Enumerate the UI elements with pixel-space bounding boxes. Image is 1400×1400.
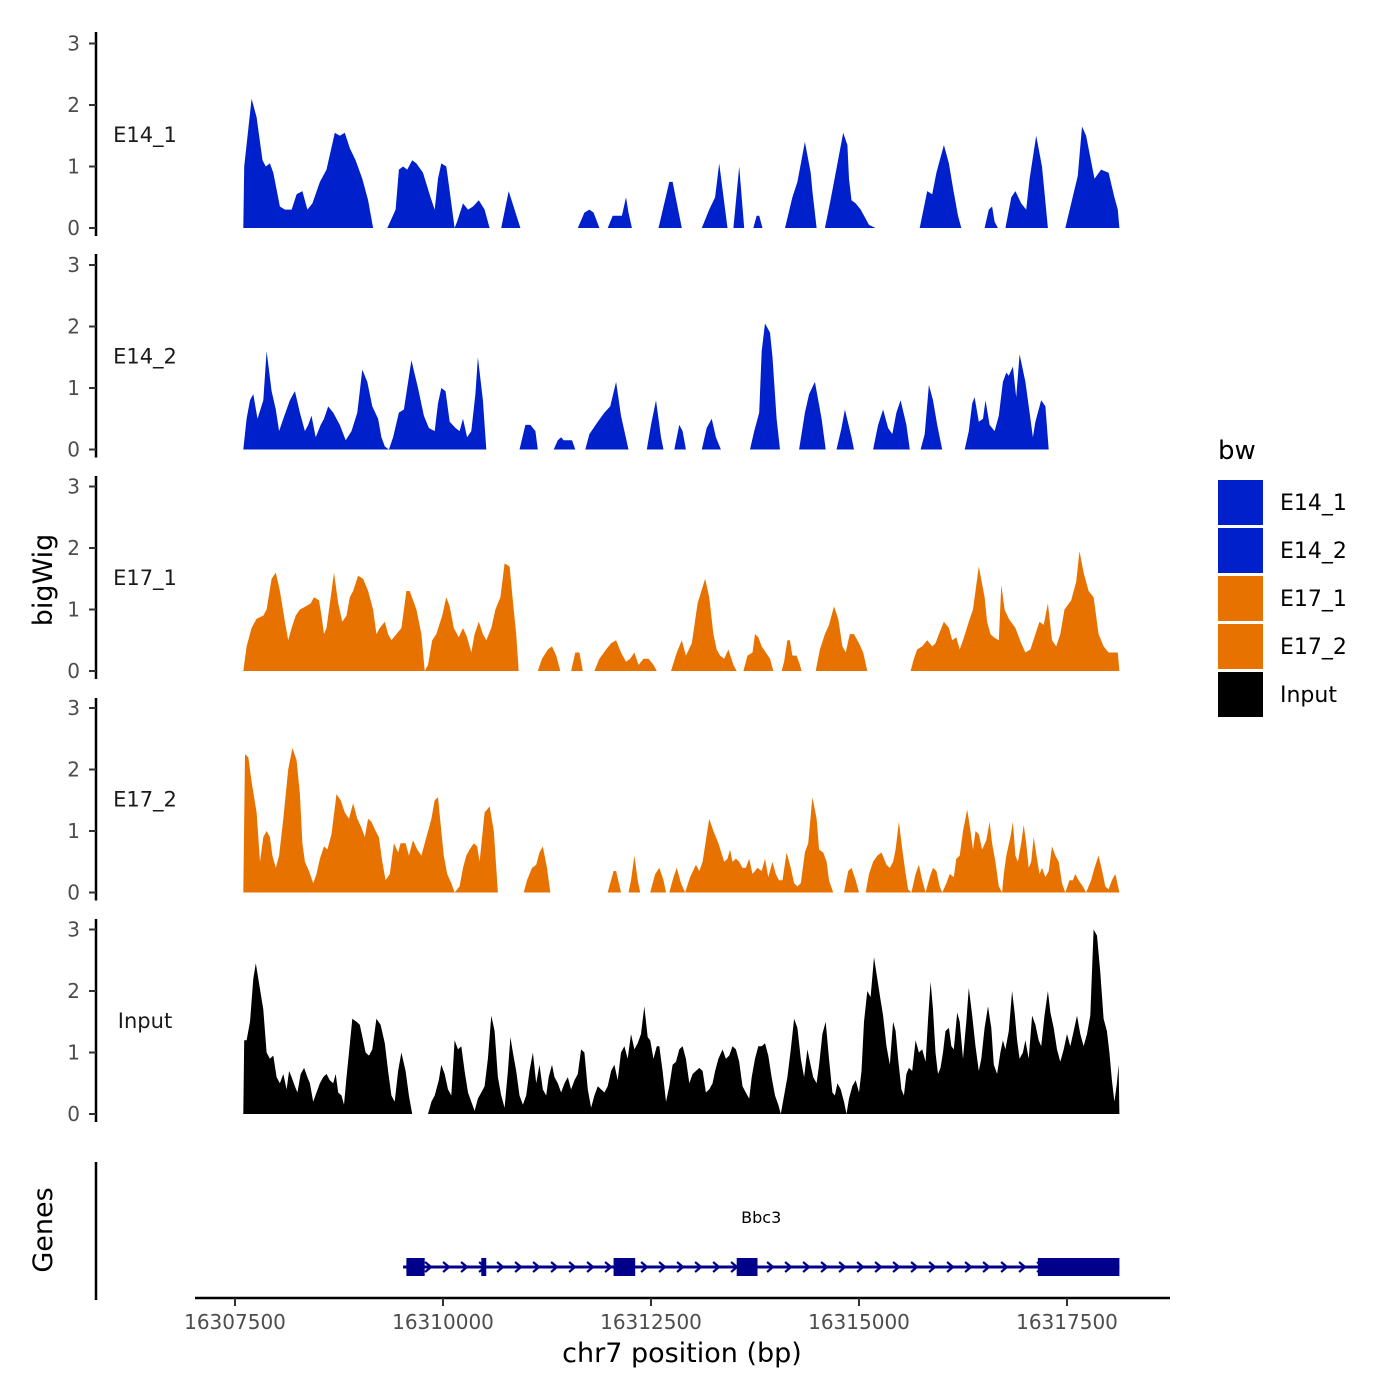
track-Input: 0 1 2 3 Input bbox=[67, 918, 1120, 1126]
track-E17_2: 0 1 2 3 E17_2 bbox=[67, 696, 1120, 905]
strand-arrow-icon bbox=[550, 1261, 559, 1273]
strand-arrow-icon bbox=[604, 1261, 613, 1273]
track-label-E14_1: E14_1 bbox=[113, 123, 177, 148]
y-tick-label-E17_1-1: 1 bbox=[67, 598, 80, 622]
gene-panel: Genes Bbc3 bbox=[28, 1162, 1120, 1300]
strand-arrow-icon bbox=[1018, 1261, 1027, 1273]
strand-arrow-icon bbox=[1000, 1261, 1009, 1273]
gene-exon-4 bbox=[736, 1258, 758, 1276]
x-axis: 16307500 16310000 16312500 16315000 16317500 bbox=[184, 1296, 1170, 1334]
x-tick-label-16315000: 16315000 bbox=[808, 1310, 910, 1334]
y-tick-label-E14_1-3: 3 bbox=[67, 32, 80, 56]
gene-exon-2 bbox=[481, 1258, 487, 1276]
gene-exon-3 bbox=[613, 1258, 636, 1276]
strand-arrow-icon bbox=[766, 1261, 775, 1273]
legend-key-Input bbox=[1218, 672, 1263, 717]
y-axis-title: bigWig bbox=[28, 534, 59, 627]
strand-arrow-icon bbox=[676, 1261, 685, 1273]
strand-arrow-icon bbox=[784, 1261, 793, 1273]
strand-arrow-icon bbox=[802, 1261, 811, 1273]
strand-arrow-icon bbox=[658, 1261, 667, 1273]
strand-arrow-icon bbox=[964, 1261, 973, 1273]
track-E14_1: 0 1 2 3 E14_1 bbox=[67, 32, 1120, 240]
strand-arrow-icon bbox=[712, 1261, 721, 1273]
x-tick-label-16317500: 16317500 bbox=[1016, 1310, 1118, 1334]
legend-label-Input: Input bbox=[1280, 683, 1337, 708]
gene-model bbox=[403, 1258, 1120, 1276]
y-tick-label-E14_1-2: 2 bbox=[67, 93, 80, 117]
gene-exon-1 bbox=[406, 1258, 425, 1276]
x-tick-label-16307500: 16307500 bbox=[184, 1310, 286, 1334]
coverage-area-Input bbox=[243, 929, 1120, 1114]
track-label-E17_2: E17_2 bbox=[113, 788, 177, 813]
coverage-area-E17_1 bbox=[243, 551, 1120, 671]
gene-name-label: Bbc3 bbox=[741, 1208, 781, 1227]
track-label-E14_2: E14_2 bbox=[113, 345, 177, 370]
legend: bw E14_1 E14_2 E17_1 E17_2 Input bbox=[1218, 436, 1347, 717]
strand-arrow-icon bbox=[532, 1261, 541, 1273]
y-tick-label-E14_1-1: 1 bbox=[67, 155, 80, 179]
x-axis-title: chr7 position (bp) bbox=[562, 1338, 802, 1369]
strand-arrow-icon bbox=[460, 1261, 469, 1273]
genes-axis-title: Genes bbox=[28, 1187, 59, 1272]
track-label-E17_1: E17_1 bbox=[113, 566, 177, 591]
y-tick-label-E17_2-1: 1 bbox=[67, 819, 80, 843]
y-tick-label-E14_2-2: 2 bbox=[67, 315, 80, 339]
strand-arrow-icon bbox=[586, 1261, 595, 1273]
legend-title: bw bbox=[1218, 436, 1256, 466]
strand-arrow-icon bbox=[982, 1261, 991, 1273]
strand-arrow-icon bbox=[946, 1261, 955, 1273]
coverage-area-E14_1 bbox=[243, 98, 1120, 228]
y-tick-label-E14_2-3: 3 bbox=[67, 253, 80, 277]
track-E17_1: 0 1 2 3 E17_1 bbox=[67, 475, 1120, 683]
legend-label-E17_1: E17_1 bbox=[1280, 587, 1347, 612]
legend-key-E17_1 bbox=[1218, 576, 1263, 621]
strand-arrow-icon bbox=[514, 1261, 523, 1273]
y-tick-label-E14_1-0: 0 bbox=[67, 216, 80, 240]
coverage-area-E17_2 bbox=[243, 748, 1120, 893]
y-tick-label-Input-0: 0 bbox=[67, 1102, 80, 1126]
track-E14_2: 0 1 2 3 E14_2 bbox=[67, 253, 1049, 462]
coverage-tracks: 0 1 2 3 E14_1 0 1 2 3 E14_2 0 1 2 3 E17_1 0 1 2 3 E17_2 0 1 2 3… bbox=[67, 32, 1120, 1126]
strand-arrow-icon bbox=[928, 1261, 937, 1273]
y-tick-label-E17_1-0: 0 bbox=[67, 659, 80, 683]
y-tick-label-E17_1-3: 3 bbox=[67, 475, 80, 499]
legend-key-E17_2 bbox=[1218, 624, 1263, 669]
x-tick-label-16310000: 16310000 bbox=[392, 1310, 494, 1334]
strand-arrow-icon bbox=[892, 1261, 901, 1273]
strand-arrow-icon bbox=[874, 1261, 883, 1273]
legend-key-E14_2 bbox=[1218, 528, 1263, 573]
strand-arrow-icon bbox=[838, 1261, 847, 1273]
strand-arrow-icon bbox=[910, 1261, 919, 1273]
track-label-Input: Input bbox=[118, 1009, 172, 1033]
strand-arrow-icon bbox=[442, 1261, 451, 1273]
y-tick-label-Input-3: 3 bbox=[67, 918, 80, 942]
strand-arrow-icon bbox=[424, 1261, 433, 1273]
x-tick-label-16312500: 16312500 bbox=[600, 1310, 702, 1334]
y-tick-label-E14_2-0: 0 bbox=[67, 438, 80, 462]
strand-arrow-icon bbox=[640, 1261, 649, 1273]
strand-arrow-icon bbox=[496, 1261, 505, 1273]
y-tick-label-Input-1: 1 bbox=[67, 1041, 80, 1065]
strand-arrow-icon bbox=[820, 1261, 829, 1273]
legend-label-E14_2: E14_2 bbox=[1280, 539, 1347, 564]
y-tick-label-Input-2: 2 bbox=[67, 979, 80, 1003]
coverage-area-E14_2 bbox=[243, 323, 1049, 450]
legend-key-E14_1 bbox=[1218, 480, 1263, 525]
y-tick-label-E17_2-3: 3 bbox=[67, 696, 80, 720]
gene-exon-5 bbox=[1037, 1258, 1120, 1276]
y-tick-label-E17_1-2: 2 bbox=[67, 536, 80, 560]
strand-arrow-icon bbox=[694, 1261, 703, 1273]
strand-arrow-icon bbox=[568, 1261, 577, 1273]
y-tick-label-E17_2-2: 2 bbox=[67, 758, 80, 782]
y-tick-label-E17_2-0: 0 bbox=[67, 881, 80, 905]
strand-arrow-icon bbox=[856, 1261, 865, 1273]
y-tick-label-E14_2-1: 1 bbox=[67, 376, 80, 400]
legend-label-E17_2: E17_2 bbox=[1280, 635, 1347, 660]
legend-label-E14_1: E14_1 bbox=[1280, 491, 1347, 516]
